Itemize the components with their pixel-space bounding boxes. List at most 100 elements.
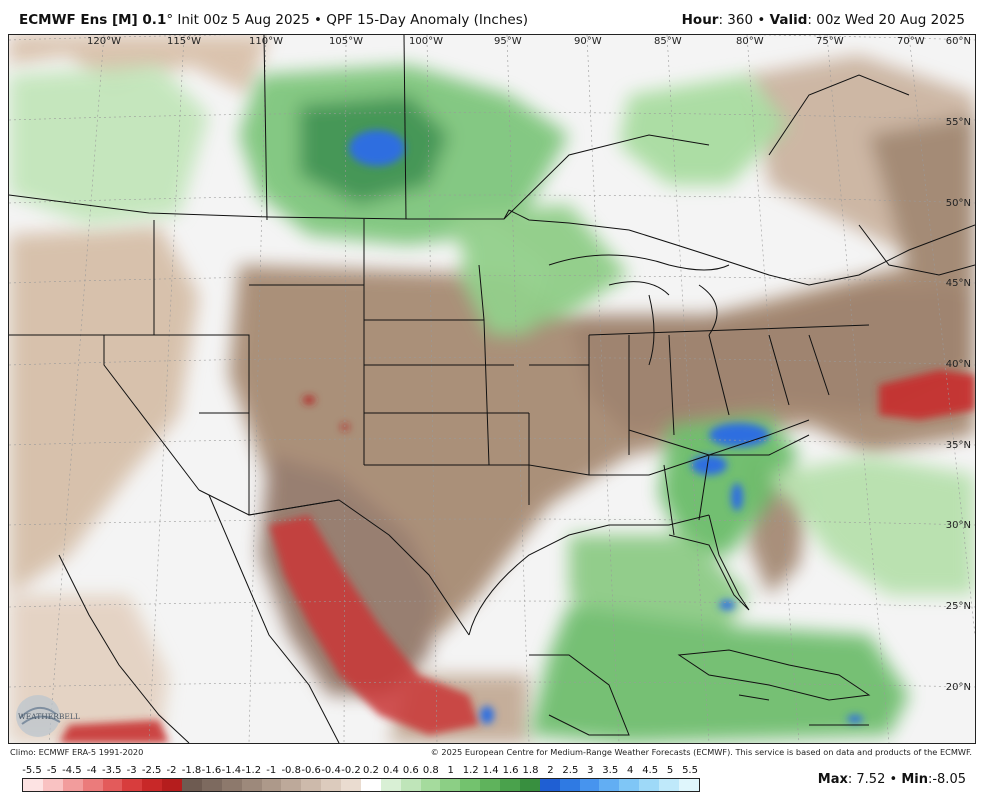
colorbar-swatch bbox=[599, 779, 620, 791]
max-label: Max bbox=[817, 772, 848, 787]
colorbar-swatch bbox=[420, 779, 441, 791]
lat-label-45n: 45°N bbox=[945, 278, 971, 289]
lon-label-105w: 105°W bbox=[329, 36, 363, 47]
stats-separator: • bbox=[889, 772, 898, 787]
colorbar-swatch bbox=[500, 779, 520, 791]
max-min-readout: Max: 7.52 • Min:-8.05 bbox=[818, 772, 966, 787]
colorbar-swatch bbox=[400, 779, 421, 791]
colorbar-labels: -5.5 -5 -4.5 -4 -3.5 -3 -2.5 -2 -1.8 -1.6 -1.4 -1.2… bbox=[22, 765, 700, 777]
lat-label-25n: 25°N bbox=[945, 601, 971, 612]
colorbar-label: 1.2 bbox=[462, 765, 479, 776]
colorbar-swatch bbox=[321, 779, 341, 791]
colorbar-swatch bbox=[579, 779, 600, 791]
colorbar-label: -3.5 bbox=[101, 765, 122, 776]
colorbar-swatch bbox=[122, 779, 143, 791]
hour-label: Hour bbox=[681, 12, 719, 28]
colorbar-swatch bbox=[201, 779, 222, 791]
colorbar-swatch bbox=[519, 779, 540, 791]
hour-value: : 360 bbox=[718, 12, 754, 28]
colorbar-label: -3 bbox=[126, 765, 137, 776]
lat-label-50n: 50°N bbox=[945, 198, 971, 209]
product-name: QPF 15-Day Anomaly (Inches) bbox=[326, 12, 528, 28]
title-separator: • bbox=[314, 12, 322, 28]
lon-label-75w: 75°W bbox=[816, 36, 844, 47]
weatherbell-logo: WEATHERBELL bbox=[16, 695, 80, 737]
colorbar-swatch bbox=[102, 779, 123, 791]
strong-dry-fields bbox=[59, 370, 975, 743]
colorbar-label: -5 bbox=[46, 765, 57, 776]
colorbar-swatch bbox=[659, 779, 679, 791]
colorbar-swatch bbox=[162, 779, 182, 791]
lon-label-115w: 115°W bbox=[167, 36, 201, 47]
colorbar-label: 0.8 bbox=[422, 765, 439, 776]
colorbar-label: -0.8 bbox=[281, 765, 301, 776]
colorbar-label: 0.6 bbox=[402, 765, 419, 776]
colorbar-label: 0.4 bbox=[382, 765, 399, 776]
colorbar-label: 3.5 bbox=[602, 765, 619, 776]
colorbar-label: -2.5 bbox=[141, 765, 162, 776]
colorbar bbox=[22, 778, 700, 792]
lon-label-100w: 100°W bbox=[409, 36, 443, 47]
lon-label-70w: 70°W bbox=[897, 36, 925, 47]
min-value: :-8.05 bbox=[927, 772, 966, 787]
colorbar-swatch bbox=[440, 779, 461, 791]
colorbar-label: 4 bbox=[627, 765, 634, 776]
climo-note: Climo: ECMWF ERA-5 1991-2020 bbox=[10, 747, 144, 757]
dry-anomaly-fields bbox=[9, 35, 975, 743]
colorbar-swatch bbox=[261, 779, 282, 791]
copyright-note: © 2025 European Centre for Medium-Range … bbox=[430, 747, 972, 757]
colorbar-swatch bbox=[82, 779, 103, 791]
colorbar-swatch bbox=[42, 779, 63, 791]
colorbar-label: 1.8 bbox=[522, 765, 539, 776]
colorbar-swatch bbox=[460, 779, 481, 791]
lon-label-90w: 90°W bbox=[574, 36, 602, 47]
lon-label-110w: 110°W bbox=[249, 36, 283, 47]
colorbar-label: 2.5 bbox=[562, 765, 579, 776]
model-name: ECMWF Ens [M] 0.1 bbox=[19, 12, 167, 28]
max-value: : 7.52 bbox=[847, 772, 886, 787]
colorbar-swatch bbox=[678, 779, 699, 791]
boundaries bbox=[9, 35, 975, 743]
colorbar-swatch bbox=[221, 779, 242, 791]
colorbar-swatch bbox=[62, 779, 83, 791]
colorbar-label: -1.2 bbox=[241, 765, 262, 776]
min-label: Min bbox=[901, 772, 928, 787]
valid-label: Valid bbox=[769, 12, 808, 28]
colorbar-swatch bbox=[142, 779, 163, 791]
colorbar-label: 5 bbox=[666, 765, 674, 776]
colorbar-label: 0.2 bbox=[363, 765, 379, 776]
colorbar-label: -4 bbox=[86, 765, 97, 776]
valid-value: : 00z Wed 20 Aug 2025 bbox=[807, 12, 965, 28]
map-canvas bbox=[9, 35, 975, 743]
lat-label-20n: 20°N bbox=[945, 682, 971, 693]
colorbar-swatch bbox=[241, 779, 262, 791]
lat-label-35n: 35°N bbox=[945, 440, 971, 451]
colorbar-swatch bbox=[182, 779, 202, 791]
anomaly-map: 120°W 115°W 110°W 105°W 100°W 95°W 90°W … bbox=[8, 34, 976, 744]
colorbar-label: -4.5 bbox=[62, 765, 82, 776]
colorbar-swatch bbox=[559, 779, 580, 791]
colorbar-swatch bbox=[281, 779, 302, 791]
colorbar-label: 4.5 bbox=[642, 765, 659, 776]
lat-label-40n: 40°N bbox=[945, 359, 971, 370]
logo-text: WEATHERBELL bbox=[18, 712, 80, 721]
colorbar-swatch bbox=[639, 779, 659, 791]
colorbar-label: -0.6 bbox=[301, 765, 321, 776]
map-title: ECMWF Ens [M] 0.1° Init 00z 5 Aug 2025 •… bbox=[19, 12, 528, 28]
colorbar-label: -1.8 bbox=[181, 765, 202, 776]
lat-label-30n: 30°N bbox=[945, 520, 971, 531]
colorbar-swatch bbox=[23, 779, 43, 791]
colorbar-label: -0.4 bbox=[321, 765, 341, 776]
colorbar-label: 3 bbox=[587, 765, 594, 776]
colorbar-label: -0.2 bbox=[341, 765, 361, 776]
graticule bbox=[9, 35, 975, 743]
lon-label-95w: 95°W bbox=[494, 36, 522, 47]
colorbar-swatch bbox=[619, 779, 640, 791]
colorbar-swatch bbox=[539, 779, 560, 791]
colorbar-label: 2 bbox=[547, 765, 554, 776]
colorbar-label: -1.6 bbox=[201, 765, 222, 776]
colorbar-label: 5.5 bbox=[682, 765, 698, 776]
very-wet-fields bbox=[349, 130, 863, 724]
colorbar-label: -2 bbox=[166, 765, 177, 776]
colorbar-swatch bbox=[341, 779, 361, 791]
